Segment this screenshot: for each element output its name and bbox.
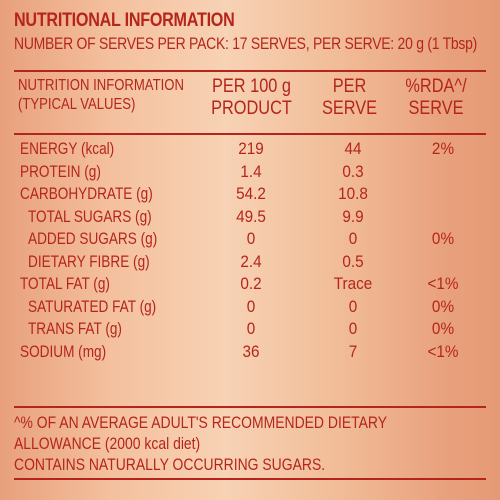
rda-value: <1% xyxy=(427,341,459,361)
serves-per-pack-text: NUMBER OF SERVES PER PACK: 17 SERVES, PE… xyxy=(14,34,478,53)
panel-title: NUTRITIONAL INFORMATION xyxy=(14,10,235,31)
table-header: NUTRITION INFORMATION (TYPICAL VALUES) P… xyxy=(14,74,486,134)
per-100g-value: 0 xyxy=(246,319,256,338)
nutrition-rows: ENERGY (kcal) 219 44 2% PROTEIN (g) 1.4 … xyxy=(14,138,486,363)
footer-bottom-divider xyxy=(14,478,486,480)
header-top-divider xyxy=(14,70,486,72)
per-serve-value: 0.3 xyxy=(342,161,364,181)
table-row: ADDED SUGARS (g) 0 0 0% xyxy=(14,228,486,251)
rda-value: 0% xyxy=(431,229,455,248)
header-col4-line2: SERVE xyxy=(408,98,464,119)
table-row: PROTEIN (g) 1.4 0.3 xyxy=(14,161,486,184)
rda-footnote-line1: ^% OF AN AVERAGE ADULT'S RECOMMENDED DIE… xyxy=(14,413,388,432)
per-100g-value: 219 xyxy=(238,139,264,158)
rda-value: 0% xyxy=(431,319,455,338)
header-col1-line1: NUTRITION INFORMATION xyxy=(18,77,184,94)
per-serve-value: 0 xyxy=(348,319,358,338)
nutrition-panel: NUTRITIONAL INFORMATION NUMBER OF SERVES… xyxy=(14,8,486,58)
table-row: TOTAL FAT (g) 0.2 Trace <1% xyxy=(14,273,486,296)
per-serve-value: 10.8 xyxy=(338,184,368,203)
nutrient-label: TRANS FAT (g) xyxy=(28,319,122,338)
nutrient-label: ADDED SUGARS (g) xyxy=(28,229,158,248)
per-100g-value: 54.2 xyxy=(236,184,266,203)
nutrient-label: PROTEIN (g) xyxy=(20,161,101,181)
header-bottom-divider xyxy=(14,133,486,135)
per-serve-value: 0 xyxy=(348,296,358,316)
nutrient-label: TOTAL SUGARS (g) xyxy=(28,206,152,226)
per-serve-value: 7 xyxy=(348,341,358,361)
per-100g-value: 0 xyxy=(246,229,256,248)
per-100g-value: 1.4 xyxy=(240,161,262,181)
table-row: SODIUM (mg) 36 7 <1% xyxy=(14,341,486,364)
header-col1-line2: (TYPICAL VALUES) xyxy=(18,96,136,113)
per-serve-value: 44 xyxy=(344,139,362,158)
nutrient-label: CARBOHYDRATE (g) xyxy=(20,184,153,203)
header-per-serve: PER SERVE xyxy=(291,76,407,120)
header-rda-per-serve: %RDA^/ SERVE xyxy=(384,76,487,120)
header-per-100g: PER 100 g PRODUCT xyxy=(193,76,309,120)
table-row: TRANS FAT (g) 0 0 0% xyxy=(14,318,486,341)
table-bottom-divider xyxy=(14,406,486,408)
header-col2-line1: PER 100 g xyxy=(211,76,292,97)
per-100g-value: 36 xyxy=(242,341,260,361)
header-col3-line2: SERVE xyxy=(321,98,378,119)
footnotes: ^% OF AN AVERAGE ADULT'S RECOMMENDED DIE… xyxy=(14,412,486,475)
header-nutrition-info: NUTRITION INFORMATION (TYPICAL VALUES) xyxy=(18,76,184,114)
header-col3-line1: PER xyxy=(332,76,367,97)
sugars-note: CONTAINS NATURALLY OCCURRING SUGARS. xyxy=(14,455,326,474)
table-row: TOTAL SUGARS (g) 49.5 9.9 xyxy=(14,206,486,229)
per-serve-value: 0.5 xyxy=(342,251,364,271)
table-row: ENERGY (kcal) 219 44 2% xyxy=(14,138,486,161)
rda-value: <1% xyxy=(427,274,459,293)
per-serve-value: 0 xyxy=(348,229,358,248)
per-100g-value: 2.4 xyxy=(240,251,262,271)
rda-value: 0% xyxy=(431,296,455,316)
per-100g-value: 49.5 xyxy=(236,206,266,226)
nutrient-label: ENERGY (kcal) xyxy=(20,139,115,158)
table-row: CARBOHYDRATE (g) 54.2 10.8 xyxy=(14,183,486,206)
per-100g-value: 0.2 xyxy=(240,274,262,293)
rda-footnote-line2: ALLOWANCE (2000 kcal diet) xyxy=(14,434,201,453)
header-col4-line1: %RDA^/ xyxy=(405,76,467,97)
per-serve-value: 9.9 xyxy=(342,206,364,226)
rda-value: 2% xyxy=(431,139,455,158)
nutrient-label: SATURATED FAT (g) xyxy=(28,296,157,316)
table-row: SATURATED FAT (g) 0 0 0% xyxy=(14,296,486,319)
nutrient-label: DIETARY FIBRE (g) xyxy=(28,251,150,271)
table-row: DIETARY FIBRE (g) 2.4 0.5 xyxy=(14,251,486,274)
per-100g-value: 0 xyxy=(246,296,256,316)
header-col2-line2: PRODUCT xyxy=(211,98,292,119)
nutrient-label: TOTAL FAT (g) xyxy=(20,274,110,293)
nutrient-label: SODIUM (mg) xyxy=(20,341,107,361)
per-serve-value: Trace xyxy=(333,274,373,293)
